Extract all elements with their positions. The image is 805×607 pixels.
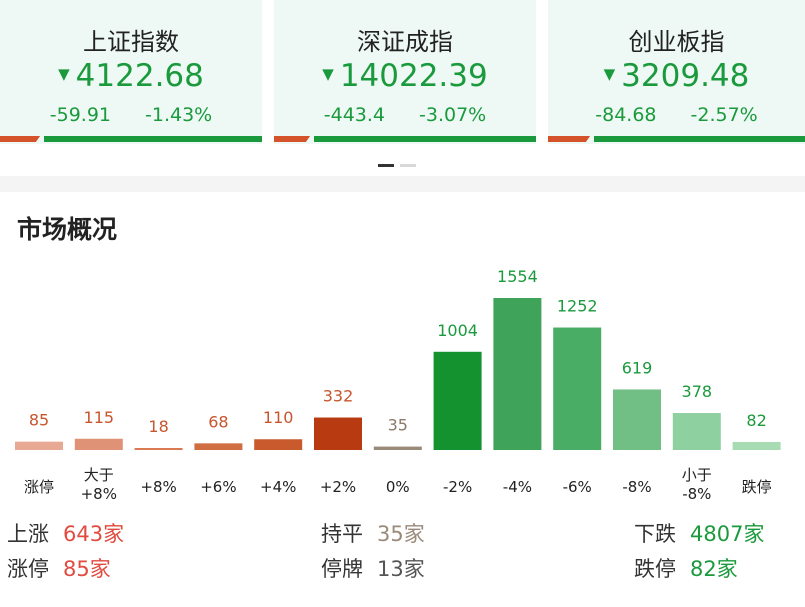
bar-9 [553, 327, 602, 450]
bar-0 [15, 441, 63, 450]
category-label: +4% [260, 478, 296, 496]
bar-8 [493, 298, 542, 450]
bar-value-label: 619 [622, 358, 653, 377]
down-triangle-icon: ▼ [603, 65, 616, 83]
index-change: -84.68 [595, 104, 657, 126]
section-title: 市场概况 [17, 215, 118, 244]
distribution-chart: 85 涨停 115 大于+8% 18 +8% 68 +6% 110 +4% 332 +2% 35 0% 10… [15, 267, 781, 503]
bar-7 [433, 351, 482, 450]
summary-limit-up: 涨停 85家 [7, 553, 111, 583]
index-change: -443.4 [323, 104, 386, 126]
summary-limit-down-label: 跌停 [634, 557, 676, 581]
bar-11 [672, 413, 721, 450]
bar-12 [732, 441, 781, 450]
category-label: -8% [622, 478, 651, 496]
bar-value-label: 332 [323, 387, 354, 406]
bar-value-label: 378 [682, 382, 713, 401]
breadth-bar-up [274, 136, 310, 142]
summary-limit-up-value: 85家 [63, 557, 111, 581]
bar-value-label: 1004 [437, 321, 478, 340]
summary-up-label: 上涨 [7, 522, 49, 546]
index-cards: 上证指数 ▼ 4122.68 -59.91 -1.43% 深证成指 ▼ 14022.3… [0, 0, 805, 146]
bar-3 [194, 443, 243, 450]
index-value: 3209.48 [621, 58, 750, 94]
summary-flat-label: 持平 [321, 522, 363, 546]
breadth-bar-up [0, 136, 40, 142]
summary-limit-up-label: 涨停 [7, 557, 49, 581]
pager-dot-active[interactable] [378, 164, 394, 167]
bar-6 [373, 446, 422, 450]
category-label: 大于+8% [81, 466, 117, 503]
index-card-shenzhen[interactable]: 深证成指 ▼ 14022.39 -443.4 -3.07% [274, 0, 536, 144]
summary-flat: 持平 35家 [321, 518, 425, 548]
breadth-bar-down [594, 136, 805, 142]
breadth-bar-up [548, 136, 590, 142]
category-label: 涨停 [24, 478, 54, 496]
pager-dots[interactable] [378, 164, 416, 167]
section-divider [0, 176, 805, 192]
summary-suspended-value: 13家 [377, 557, 425, 581]
category-label: -4% [503, 478, 532, 496]
category-label: +2% [320, 478, 356, 496]
summary-up-value: 643家 [63, 522, 125, 546]
index-percent: -3.07% [419, 104, 487, 126]
index-name: 上证指数 [83, 28, 179, 56]
pager-dot[interactable] [400, 164, 416, 167]
bar-4 [254, 439, 303, 450]
bar-value-label: 110 [263, 408, 294, 427]
bar-value-label: 1252 [557, 297, 598, 316]
bar-value-label: 35 [388, 416, 408, 435]
index-percent: -2.57% [690, 104, 758, 126]
summary-suspended-label: 停牌 [321, 557, 363, 581]
down-triangle-icon: ▼ [58, 65, 70, 83]
breadth-bar [0, 136, 262, 142]
summary-down: 下跌 4807家 [634, 518, 764, 548]
index-change: -59.91 [49, 104, 112, 126]
breadth-bar-down [314, 136, 536, 142]
category-label: +8% [140, 478, 176, 496]
index-card-shanghai[interactable]: 上证指数 ▼ 4122.68 -59.91 -1.43% [0, 0, 262, 144]
category-label: +6% [200, 478, 236, 496]
bar-value-label: 82 [746, 411, 766, 430]
breadth-bar [274, 136, 536, 142]
bar-2 [134, 448, 183, 450]
bar-value-label: 1554 [497, 267, 538, 286]
summary-limit-down: 跌停 82家 [634, 553, 738, 583]
index-percent: -1.43% [145, 104, 213, 126]
index-card-chinext[interactable]: 创业板指 ▼ 3209.48 -84.68 -2.57% [548, 0, 805, 144]
bar-value-label: 115 [84, 408, 115, 427]
index-name: 创业板指 [628, 28, 725, 56]
down-triangle-icon: ▼ [322, 65, 334, 83]
category-label: 跌停 [742, 478, 772, 496]
category-label: 0% [386, 478, 410, 496]
category-label: 小于-8% [682, 466, 712, 503]
summary-limit-down-value: 82家 [690, 557, 738, 581]
bar-1 [74, 438, 123, 450]
index-value: 14022.39 [339, 58, 488, 94]
bar-10 [613, 389, 661, 450]
breadth-bar-down [44, 136, 262, 142]
index-value: 4122.68 [75, 58, 204, 94]
bar-value-label: 85 [29, 411, 49, 430]
category-label: -6% [563, 478, 592, 496]
category-label: -2% [443, 478, 472, 496]
index-name: 深证成指 [357, 28, 453, 56]
breadth-bar [548, 136, 805, 142]
bar-value-label: 18 [148, 417, 168, 436]
bar-value-label: 68 [208, 412, 228, 431]
bar-5 [314, 417, 362, 450]
summary-down-label: 下跌 [634, 522, 676, 546]
summary-up: 上涨 643家 [7, 518, 124, 548]
summary-suspended: 停牌 13家 [321, 553, 425, 583]
summary-flat-value: 35家 [377, 522, 425, 546]
summary-down-value: 4807家 [690, 522, 765, 546]
